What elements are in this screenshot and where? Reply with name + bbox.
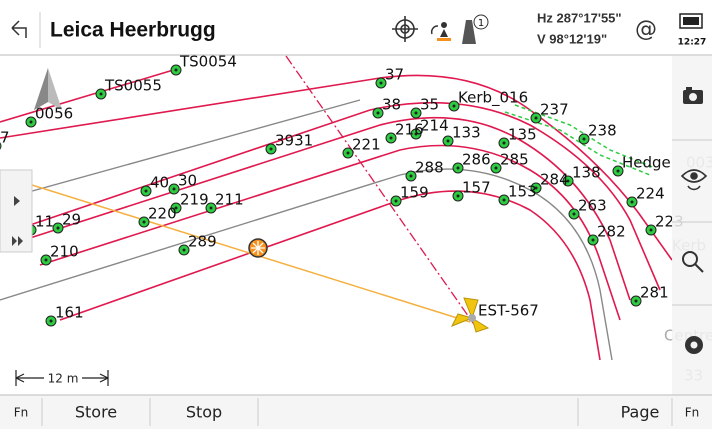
v-angle: V 98°12'19" (537, 31, 607, 46)
point-label: 29 (62, 211, 81, 229)
point-label: 3931 (275, 132, 313, 150)
point-label: 281 (640, 284, 669, 302)
survey-point-center (631, 201, 634, 204)
point-label: 138 (572, 164, 601, 182)
point-label: 214 (420, 117, 449, 135)
survey-point-center (617, 170, 620, 173)
survey-point-center (650, 229, 653, 232)
connection-icon: @ (635, 17, 657, 42)
point-label: 286 (462, 151, 491, 169)
point-label: TS0054 (179, 53, 237, 71)
point-label: 237 (540, 101, 569, 119)
point-label: 211 (215, 191, 244, 209)
background (0, 0, 712, 429)
survey-point-center (380, 82, 383, 85)
point-label: 219 (180, 191, 209, 209)
survey-point-center (50, 320, 53, 323)
point-label: 161 (55, 304, 84, 322)
point-label: 216 (395, 121, 424, 139)
point-label: 37 (385, 66, 404, 84)
survey-point-center (45, 259, 48, 262)
survey-point-center (410, 175, 413, 178)
survey-point-center (377, 112, 380, 115)
face-indicator: 1 (478, 18, 484, 29)
point-label: 135 (508, 126, 537, 144)
survey-point-center (173, 188, 176, 191)
point-label: 224 (636, 185, 665, 203)
survey-point-center (503, 199, 506, 202)
sidebar (672, 56, 712, 395)
title: Leica Heerbrugg (50, 19, 216, 42)
survey-point-center (457, 167, 460, 170)
point-label: 133 (452, 124, 481, 142)
point-label: 38 (382, 96, 401, 114)
footer: Fn Store Stop Page Fn (0, 395, 712, 429)
point-label: 263 (578, 197, 607, 215)
station-label: EST-567 (478, 302, 539, 320)
point-label: 220 (148, 205, 177, 223)
survey-point-center (395, 200, 398, 203)
point-label: 238 (588, 122, 617, 140)
survey-point-center (535, 117, 538, 120)
survey-point-center (143, 221, 146, 224)
point-label: 157 (462, 179, 491, 197)
stop-button[interactable]: Stop (186, 403, 222, 422)
point-label: 289 (188, 233, 217, 251)
survey-point-center (583, 138, 586, 141)
point-label: Kerb_016 (458, 89, 528, 108)
point-label: 0056 (35, 105, 73, 123)
hz-angle: Hz 287°17'55" (537, 10, 622, 25)
survey-point-center (447, 140, 450, 143)
survey-point-center (390, 137, 393, 140)
survey-point-center (503, 142, 506, 145)
point-label: TS0055 (104, 77, 162, 95)
page-button[interactable]: Page (621, 403, 660, 422)
point-label: 284 (540, 171, 569, 189)
survey-point-center (30, 121, 33, 124)
screen: Leica Heerbrugg 1 Hz 287°17'55" V 98°12'… (0, 0, 712, 429)
survey-point-center (347, 152, 350, 155)
scale-label: 12 m (48, 372, 79, 386)
left-tabs (0, 170, 32, 252)
survey-point-center (183, 249, 186, 252)
settings-button[interactable] (685, 336, 703, 354)
current-position (249, 239, 267, 257)
fn-button[interactable]: Fn (14, 406, 29, 420)
point-label: 210 (50, 243, 79, 261)
point-label: 153 (508, 183, 537, 201)
battery-level (683, 17, 699, 25)
point-label: 288 (415, 159, 444, 177)
survey-point-center (57, 227, 60, 230)
survey-point-center (175, 69, 178, 72)
survey-point-center (635, 300, 638, 303)
survey-point-center (457, 195, 460, 198)
point-label: 159 (400, 184, 429, 202)
point-label: 40 (150, 174, 169, 192)
page: {"header":{"title":"Leica Heerbrugg","hz… (0, 0, 712, 429)
store-button[interactable]: Store (75, 403, 117, 422)
point-label: 11 (35, 213, 54, 231)
point-label: 282 (597, 223, 626, 241)
survey-point-center (415, 112, 418, 115)
point-label: 7 (0, 129, 10, 147)
survey-point-center (495, 167, 498, 170)
point-label: 35 (420, 96, 439, 114)
survey-point-center (270, 148, 273, 151)
fn-button[interactable]: Fn (685, 406, 700, 420)
clock: 12:27 (678, 38, 707, 48)
point-label: Hedge (622, 154, 671, 172)
survey-point-center (145, 190, 148, 193)
point-label: 285 (500, 151, 529, 169)
point-label: 221 (352, 136, 381, 154)
survey-point-center (453, 105, 456, 108)
point-label: 30 (178, 172, 197, 190)
survey-point-center (592, 239, 595, 242)
survey-point-center (210, 207, 213, 210)
survey-point-center (100, 93, 103, 96)
survey-point-center (573, 213, 576, 216)
